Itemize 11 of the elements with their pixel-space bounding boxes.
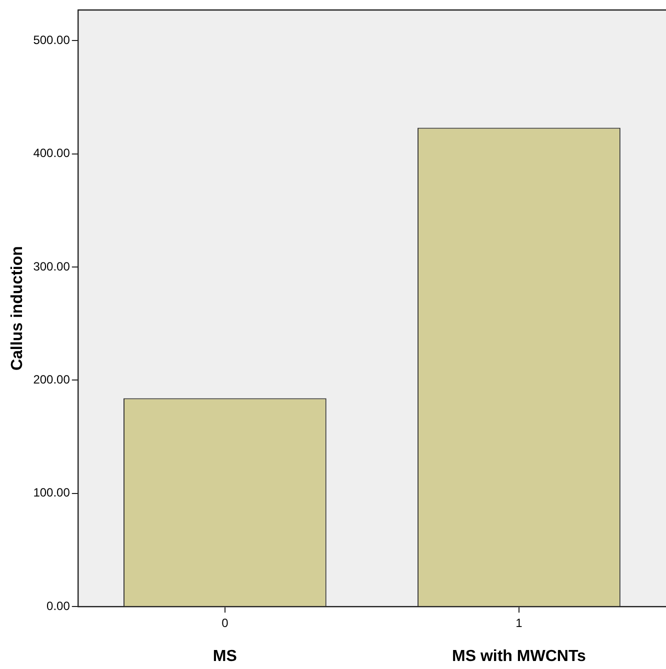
text: MS [212, 648, 238, 666]
text: MS with MWCNTs [452, 648, 586, 666]
y-tick-label: 100.00 [33, 486, 70, 500]
y-tick-label: 0.00 [46, 598, 70, 613]
y-tick-label: 400.00 [33, 146, 70, 160]
y-tick-label: 500.00 [33, 32, 70, 47]
x-tick-label: 1 [516, 616, 523, 630]
y-tick-label: 200.00 [33, 372, 70, 386]
y-tick-label: 300.00 [33, 259, 70, 274]
y-axis-title: Callus induction [9, 246, 26, 371]
x-tick-label: 0 [222, 616, 229, 630]
